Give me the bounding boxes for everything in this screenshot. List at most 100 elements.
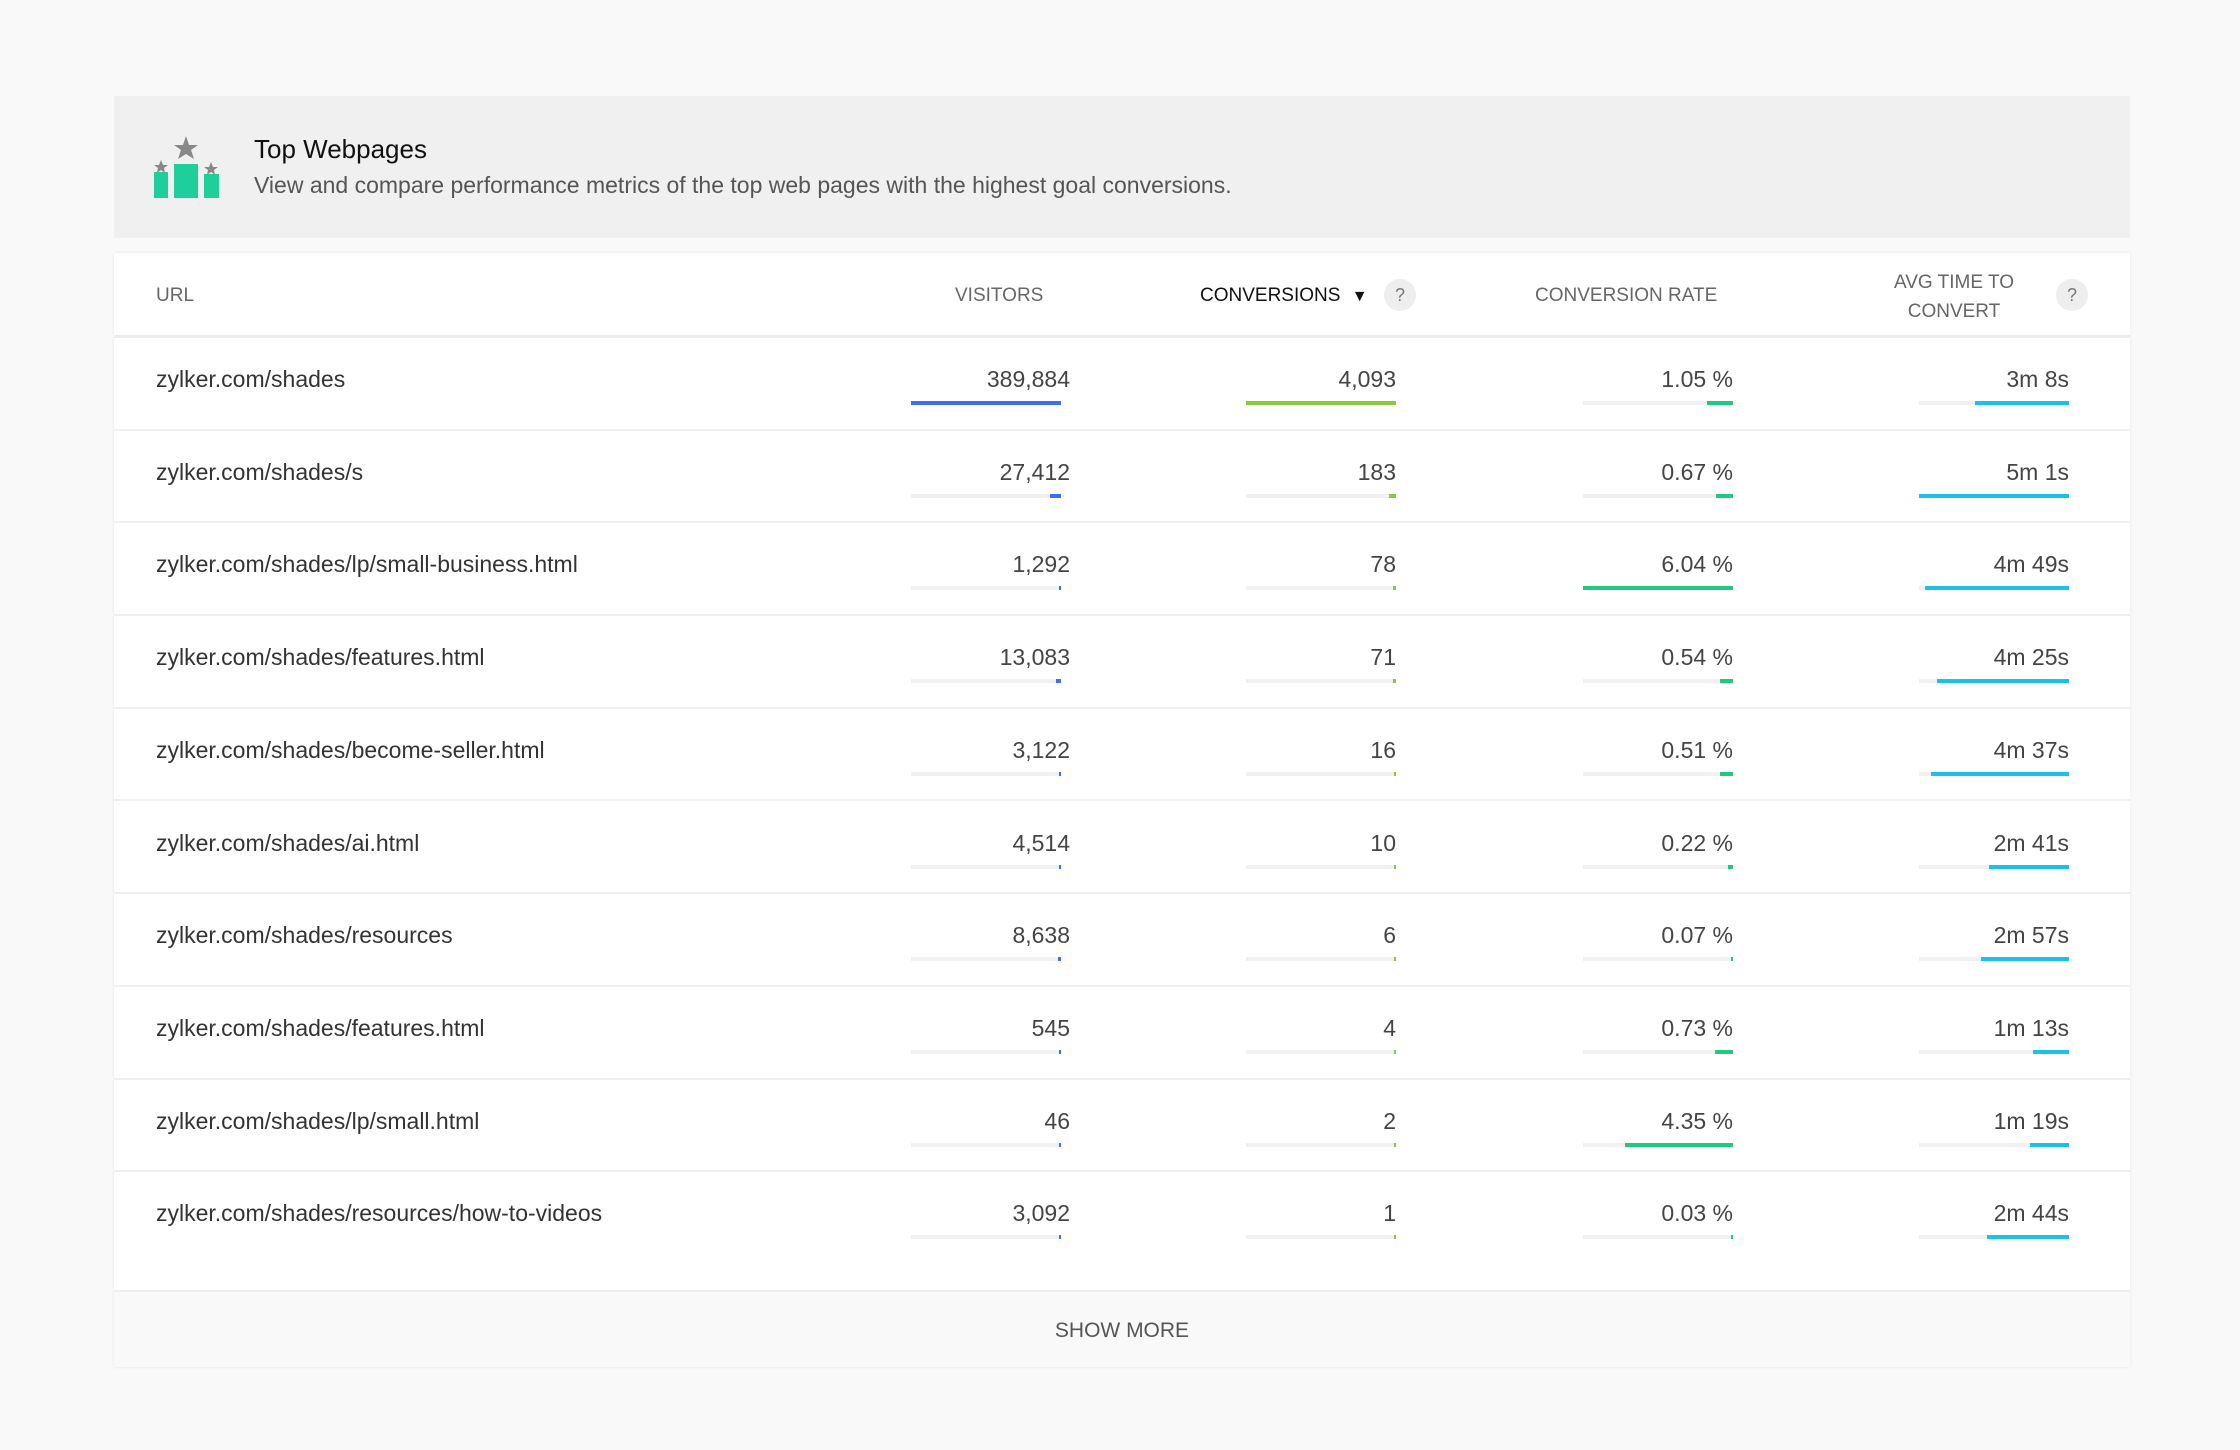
url-cell[interactable]: zylker.com/shades/features.html bbox=[156, 1014, 485, 1041]
url-cell[interactable]: zylker.com/shades/resources bbox=[156, 922, 453, 949]
column-avg-time-to-convert[interactable]: AVG TIME TO CONVERT bbox=[1884, 268, 2024, 326]
conversions-bar-track bbox=[1246, 1235, 1396, 1240]
column-conversions[interactable]: CONVERSIONS ▼ bbox=[1200, 285, 1368, 307]
time-cell: 3m 8s bbox=[2006, 366, 2069, 392]
url-cell[interactable]: zylker.com/shades/become-seller.html bbox=[156, 736, 545, 763]
conversions-cell: 16 bbox=[1370, 736, 1396, 763]
visitors-bar-track bbox=[911, 1235, 1061, 1240]
time-cell: 4m 49s bbox=[1993, 551, 2069, 578]
rate-bar-track bbox=[1583, 864, 1733, 869]
table-row[interactable]: zylker.com/shades/features.html 545 4 0.73 … bbox=[114, 987, 2130, 1080]
avg-time-label-line2: CONVERT bbox=[1907, 301, 2001, 322]
time-cell: 1m 19s bbox=[1993, 1107, 2069, 1134]
visitors-bar-fill bbox=[1055, 679, 1061, 684]
avg-time-help-icon[interactable]: ? bbox=[2056, 279, 2088, 311]
visitors-bar-track bbox=[911, 493, 1061, 498]
conversions-bar-track bbox=[1246, 1049, 1396, 1054]
visitors-bar-track bbox=[911, 1049, 1061, 1054]
visitors-bar-track bbox=[911, 1142, 1061, 1147]
table-row[interactable]: zylker.com/shades/lp/small-business.html… bbox=[114, 523, 2130, 617]
show-more-button[interactable]: SHOW MORE bbox=[114, 1290, 2130, 1367]
url-cell[interactable]: zylker.com/shades bbox=[156, 366, 346, 392]
column-visitors[interactable]: VISITORS bbox=[955, 285, 1044, 306]
rate-bar-fill bbox=[1719, 679, 1733, 684]
visitors-cell: 1,292 bbox=[1012, 551, 1070, 578]
column-url[interactable]: URL bbox=[156, 285, 195, 306]
time-cell: 5m 1s bbox=[2006, 458, 2069, 485]
rate-bar-track bbox=[1583, 401, 1733, 405]
visitors-cell: 545 bbox=[1031, 1014, 1070, 1041]
url-cell[interactable]: zylker.com/shades/lp/small.html bbox=[156, 1107, 480, 1134]
time-cell: 2m 44s bbox=[1993, 1200, 2069, 1227]
table-row[interactable]: zylker.com/shades/resources 8,638 6 0.07 % 2… bbox=[114, 894, 2130, 987]
visitors-bar-fill bbox=[1058, 1235, 1061, 1240]
visitors-bar-fill bbox=[1050, 493, 1061, 498]
conversions-bar-track bbox=[1246, 493, 1396, 498]
time-bar-fill bbox=[1919, 493, 2069, 498]
visitors-cell: 3,092 bbox=[1012, 1200, 1070, 1227]
rate-bar-track bbox=[1583, 1142, 1733, 1147]
table-row[interactable]: zylker.com/shades 389,884 4,093 1.05 % 3m 8s bbox=[114, 338, 2130, 431]
rate-bar-fill bbox=[1720, 771, 1733, 776]
table-row[interactable]: zylker.com/shades/lp/small.html 46 2 4.35 %… bbox=[114, 1080, 2130, 1173]
conversions-bar-fill bbox=[1393, 1142, 1396, 1147]
table-row[interactable]: zylker.com/shades/ai.html 4,514 10 0.22 % 2m… bbox=[114, 802, 2130, 895]
time-bar-fill bbox=[2032, 1049, 2069, 1054]
visitors-bar-track bbox=[911, 586, 1061, 591]
conversions-bar-track bbox=[1246, 864, 1396, 869]
visitors-cell: 389,884 bbox=[986, 366, 1070, 392]
visitors-cell: 46 bbox=[1044, 1107, 1070, 1134]
rate-bar-track bbox=[1583, 957, 1733, 962]
rate-bar-fill bbox=[1706, 401, 1733, 405]
widget-header: Top Webpages View and compare performanc… bbox=[114, 96, 2130, 238]
rate-bar-track bbox=[1583, 493, 1733, 498]
url-cell[interactable]: zylker.com/shades/resources/how-to-video… bbox=[156, 1200, 603, 1227]
time-cell: 1m 13s bbox=[1993, 1014, 2069, 1041]
visitors-bar-fill bbox=[1058, 1142, 1061, 1147]
table-row[interactable]: zylker.com/shades/become-seller.html 3,12… bbox=[114, 709, 2130, 802]
conversions-bar-fill bbox=[1389, 493, 1396, 498]
visitors-bar-track bbox=[911, 679, 1061, 684]
conversions-help-icon[interactable]: ? bbox=[1384, 279, 1416, 311]
conversions-bar-fill bbox=[1393, 864, 1396, 869]
conversions-bar-track bbox=[1246, 771, 1396, 776]
conversions-bar-fill bbox=[1393, 1235, 1396, 1240]
podium-stars-icon bbox=[154, 136, 219, 198]
visitors-bar-fill bbox=[1058, 864, 1061, 869]
time-bar-fill bbox=[1988, 864, 2069, 869]
time-bar-track bbox=[1919, 401, 2069, 405]
url-cell[interactable]: zylker.com/shades/features.html bbox=[156, 644, 485, 671]
visitors-cell: 4,514 bbox=[1012, 829, 1070, 856]
time-cell: 4m 25s bbox=[1993, 644, 2069, 671]
url-cell[interactable]: zylker.com/shades/s bbox=[156, 458, 364, 485]
rate-bar-track bbox=[1583, 771, 1733, 776]
time-bar-track bbox=[1919, 1049, 2069, 1054]
conversions-bar-track bbox=[1246, 586, 1396, 591]
rate-bar-fill bbox=[1583, 586, 1733, 591]
rate-cell: 0.54 % bbox=[1661, 644, 1733, 671]
time-bar-track bbox=[1919, 1235, 2069, 1240]
table-row[interactable]: zylker.com/shades/resources/how-to-video… bbox=[114, 1172, 2130, 1265]
conversions-bar-fill bbox=[1246, 401, 1396, 405]
time-bar-track bbox=[1919, 957, 2069, 962]
time-bar-fill bbox=[2029, 1142, 2069, 1147]
time-cell: 2m 41s bbox=[1993, 829, 2069, 856]
rate-cell: 0.51 % bbox=[1661, 736, 1733, 763]
conversions-cell: 71 bbox=[1370, 644, 1396, 671]
conversions-bar-track bbox=[1246, 1142, 1396, 1147]
url-cell[interactable]: zylker.com/shades/ai.html bbox=[156, 829, 420, 856]
table-row[interactable]: zylker.com/shades/s 27,412 183 0.67 % 5m 1s bbox=[114, 431, 2130, 524]
avg-time-label-line1: AVG TIME TO bbox=[1893, 272, 2014, 293]
rate-bar-track bbox=[1583, 679, 1733, 684]
conversions-cell: 2 bbox=[1383, 1107, 1396, 1134]
visitors-bar-track bbox=[911, 401, 1061, 405]
widget-title: Top Webpages bbox=[254, 134, 427, 164]
column-conversions-label: CONVERSIONS bbox=[1200, 285, 1341, 306]
rate-cell: 1.05 % bbox=[1661, 366, 1733, 392]
table-row[interactable]: zylker.com/shades/features.html 13,083 71 0… bbox=[114, 616, 2130, 709]
conversions-cell: 183 bbox=[1357, 458, 1396, 485]
url-cell[interactable]: zylker.com/shades/lp/small-business.html bbox=[156, 551, 578, 578]
column-conversion-rate[interactable]: CONVERSION RATE bbox=[1535, 285, 1718, 306]
rate-bar-fill bbox=[1730, 957, 1733, 962]
rate-bar-fill bbox=[1714, 1049, 1733, 1054]
